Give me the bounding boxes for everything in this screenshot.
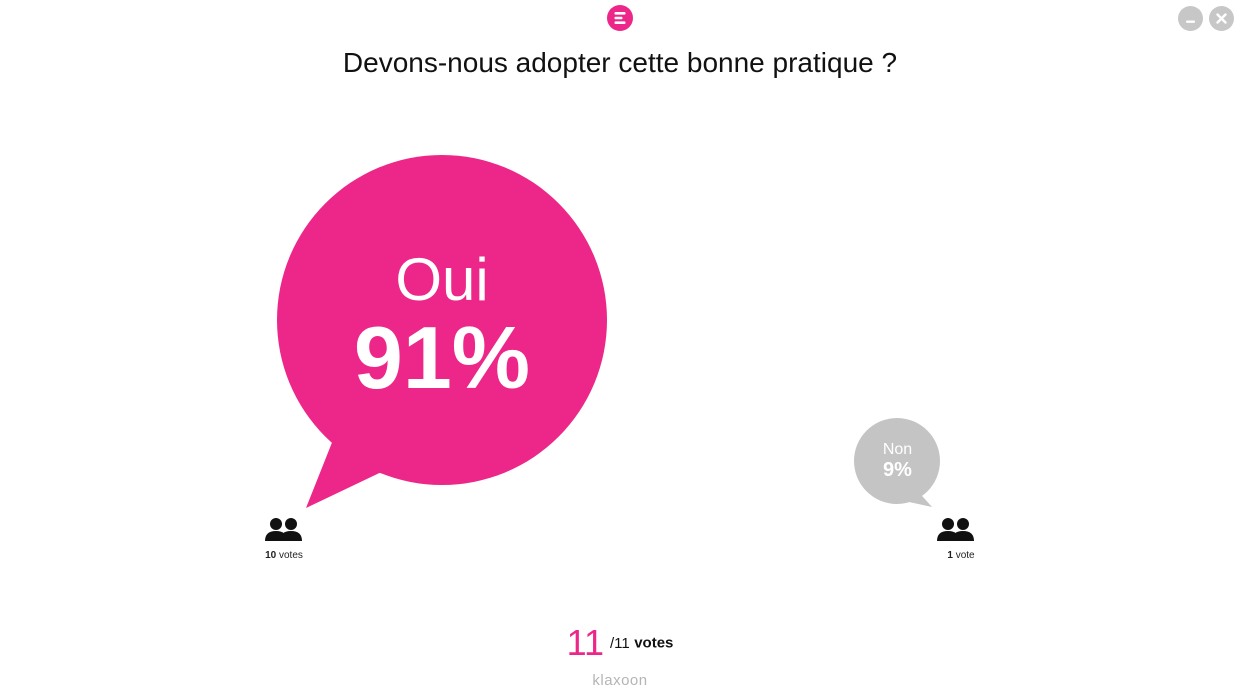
minimize-button[interactable] — [1178, 6, 1203, 31]
vote-number: 10 — [265, 550, 277, 561]
total-count: 11 — [566, 622, 604, 663]
minimize-icon — [1186, 20, 1195, 23]
question-title: Devons-nous adopter cette bonne pratique… — [342, 47, 898, 78]
bubble-non — [854, 418, 940, 507]
non-result: Non 9% — [855, 441, 940, 481]
klaxoon-logo-icon — [607, 5, 633, 31]
total-word: votes — [634, 634, 674, 652]
vote-word: vote — [955, 550, 975, 561]
option-percent: 9% — [883, 459, 912, 481]
option-label: Non — [882, 441, 913, 458]
close-button[interactable] — [1209, 6, 1234, 31]
brand-wordmark: klaxoon — [592, 672, 648, 689]
vote-number: 1 — [947, 550, 953, 561]
total-votes: 11/11 votes — [0, 622, 1240, 664]
vote-word: votes — [279, 550, 303, 561]
option-percent: 91% — [353, 308, 531, 407]
oui-vote-count: 10 votes — [244, 550, 324, 561]
users-icon — [936, 516, 976, 542]
bubble-oui — [277, 155, 607, 508]
oui-result: Oui 91% — [277, 245, 607, 407]
option-label: Oui — [395, 246, 489, 313]
total-of: /11 — [609, 634, 630, 652]
close-icon — [1216, 13, 1227, 24]
users-icon — [264, 516, 304, 542]
non-vote-count: 1 vote — [921, 550, 1001, 561]
